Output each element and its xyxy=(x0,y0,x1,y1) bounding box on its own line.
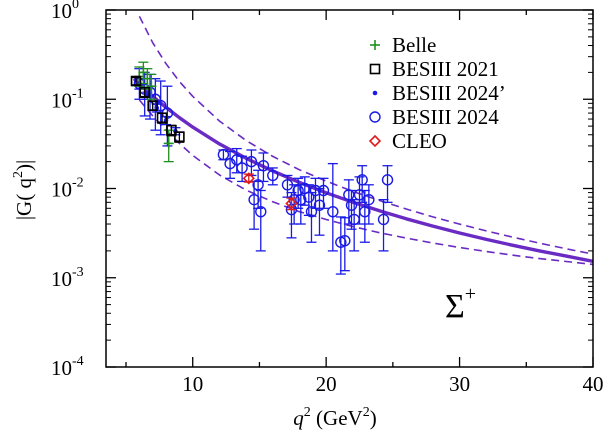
y-tick-label: 10 xyxy=(51,0,72,23)
y-tick-label-exp: 0 xyxy=(72,0,79,12)
x-axis-label: q2 (GeV2) xyxy=(293,405,376,430)
besiii-2024-point xyxy=(224,157,236,170)
besiii-2024-point xyxy=(339,235,351,247)
besiii-2024-point xyxy=(327,205,339,218)
y-axis-label-close: )| xyxy=(12,160,36,171)
cleo-point xyxy=(242,172,255,185)
y-tick-label-exp: -4 xyxy=(72,354,84,369)
x-axis-label-close: ) xyxy=(370,406,377,430)
besiii-2021-point xyxy=(147,100,158,111)
besiii-2024-point xyxy=(359,205,371,218)
besiii-2024-point xyxy=(252,179,264,191)
besiii-2024-point xyxy=(255,205,267,218)
besiii-2024-point xyxy=(155,99,167,112)
legend-label-besiii-2021: BESIII 2021 xyxy=(392,57,499,81)
besiii-2021-point xyxy=(174,131,185,143)
y-tick-label: 10 xyxy=(51,267,72,291)
besiii-2024-point xyxy=(236,162,248,174)
besiii-2024-point xyxy=(257,160,270,172)
x-axis: 10 20 30 40 xyxy=(125,10,604,396)
x-tick-label: 30 xyxy=(449,372,470,396)
x-tick-label: 10 xyxy=(182,372,203,396)
legend-label-belle: Belle xyxy=(392,33,436,57)
x-axis-label-main: q xyxy=(293,406,304,430)
besiii-2024-point xyxy=(217,148,230,161)
x-tick-label: 20 xyxy=(316,372,337,396)
x-axis-label-unit: (GeV xyxy=(311,406,363,430)
y-axis-label-main: |G( q xyxy=(12,178,36,221)
legend-label-besiii-2024: BESIII 2024 xyxy=(392,105,499,129)
besiii-2021-point xyxy=(139,86,150,98)
y-tick-label: 10 xyxy=(51,356,72,380)
besiii-2024-point xyxy=(245,155,258,168)
legend-label-besiii-2024: BESIII 2024’ xyxy=(392,81,506,105)
legend-marker-cleo xyxy=(368,134,382,148)
legend-label-cleo: CLEO xyxy=(392,129,447,153)
x-axis-label-unit-sup: 2 xyxy=(363,405,370,420)
legend-marker-besiii-2021 xyxy=(369,63,381,75)
besiii-2021-point xyxy=(166,124,177,136)
besiii-2024-point xyxy=(377,213,390,226)
annotation-symbol: Σ xyxy=(445,288,465,325)
legend-marker-besiii-2024 xyxy=(369,111,381,123)
besiii-2024-point xyxy=(313,199,326,211)
y-tick-label-base: 10 xyxy=(51,267,72,291)
besiii-2024-point xyxy=(317,184,330,197)
besiii-2024-point xyxy=(248,193,260,206)
besiii-2024-point xyxy=(309,184,322,197)
besiii-2024-point xyxy=(356,174,368,186)
band-lower-curve xyxy=(138,99,593,266)
y-tick-label: 10 xyxy=(51,178,72,202)
y-tick-label-exp: -3 xyxy=(72,265,84,280)
y-tick-label-exp: -1 xyxy=(72,86,84,101)
besiii-2021-point xyxy=(156,112,168,124)
besiii-2024-point xyxy=(267,169,279,182)
fit-curve xyxy=(132,77,593,263)
annotation-sup: + xyxy=(465,283,476,305)
besiii-2021-point xyxy=(130,75,142,87)
cleo-point xyxy=(285,197,298,210)
legend-marker-besiii-2024 xyxy=(372,90,378,96)
besiii-2024-point xyxy=(305,205,318,218)
particle-annotation: Σ+ xyxy=(445,283,476,325)
x-axis-label-sup: 2 xyxy=(304,405,311,420)
y-tick-label-exp: -2 xyxy=(72,176,84,191)
x-tick-label: 40 xyxy=(583,372,604,396)
y-tick-label-base: 10 xyxy=(51,88,72,112)
y-tick-label-base: 10 xyxy=(51,0,72,23)
besiii-2024-point xyxy=(381,174,394,186)
y-axis-label: |G( q2)| xyxy=(11,160,36,220)
band-upper-curve xyxy=(138,15,593,255)
besiii-2024-point xyxy=(363,193,375,206)
y-tick-label-base: 10 xyxy=(51,356,72,380)
y-tick-label-base: 10 xyxy=(51,178,72,202)
y-axis-label-sup: 2 xyxy=(11,171,26,178)
y-tick-label: 10 xyxy=(51,88,72,112)
